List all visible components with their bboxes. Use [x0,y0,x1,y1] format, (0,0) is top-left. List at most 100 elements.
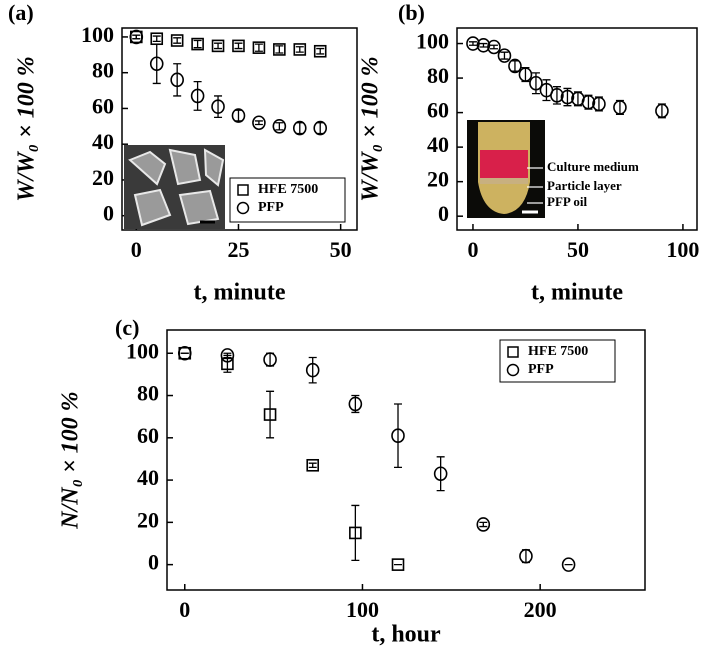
y-tick-label: 20 [137,507,159,532]
data-point [476,517,491,532]
error-bar [275,122,284,131]
y-axis-label: W/W₀ × 100 % [14,56,40,201]
legend-frame [229,177,346,223]
x-tick-label: 0 [131,237,142,262]
data-point [263,352,277,367]
y-tick-label: 100 [126,338,159,363]
y-tick-label: 20 [427,167,449,192]
data-point [508,58,522,74]
data-point [529,75,543,91]
legend-swatch [507,346,519,358]
plot-frame [456,27,698,231]
data-point [550,88,564,103]
error-bar [254,120,263,126]
data-point [561,557,576,572]
legend-label: PFP [258,200,284,215]
y-tick-label: 100 [416,29,449,54]
data-point [487,39,501,55]
error-bar [351,394,360,414]
y-tick-label: 100 [81,22,114,47]
data-point [305,362,320,378]
data-point [129,29,144,45]
y-tick-label: 0 [438,201,449,226]
error-bar [266,352,275,367]
legend-swatch [237,184,249,196]
error-bar [479,521,488,528]
data-point [391,558,405,571]
y-tick-label: 40 [427,132,449,157]
x-tick-label: 0 [179,597,190,622]
data-point [306,458,320,472]
error-bar [214,42,223,50]
x-axis-label: t, minute [531,280,623,306]
data-point [170,72,184,88]
data-point [211,39,225,53]
x-tick-label: 100 [346,597,379,622]
data-point [476,37,491,53]
x-tick-label: 200 [524,597,557,622]
y-tick-label: 40 [137,465,159,490]
data-point [252,41,266,54]
error-bar [152,43,161,85]
legend-swatch [236,201,250,215]
data-point [170,34,184,47]
error-bar [521,549,530,564]
x-tick-label: 25 [227,237,249,262]
error-bar [316,122,325,135]
y-axis-label: N/N₀ × 100 % [58,391,84,529]
plot-frame [166,329,646,591]
y-tick-label: 80 [92,58,114,83]
data-point [313,44,327,58]
data-point [191,37,204,51]
data-point [220,348,235,363]
error-bar [173,63,182,97]
data-point [177,345,192,361]
x-tick-label: 0 [467,237,478,262]
data-point [252,115,266,131]
legend-frame [499,339,616,383]
data-point [519,548,533,564]
y-tick-label: 0 [148,550,159,575]
error-bar [316,47,325,55]
y-tick-label: 60 [92,93,114,118]
error-bar [266,390,275,439]
y-tick-label: 60 [427,98,449,123]
data-point [581,94,596,110]
data-point [211,99,225,114]
data-point [313,120,328,136]
y-tick-label: 20 [92,165,114,190]
error-bar [295,46,304,53]
error-bar [500,51,509,60]
error-bar [510,60,519,72]
data-point [231,108,246,123]
data-point [349,526,362,540]
data-point [273,43,286,56]
y-tick-label: 80 [427,63,449,88]
data-point [232,39,245,53]
error-bar [394,403,403,469]
legend-swatch [506,363,520,377]
data-point [149,56,164,72]
error-bar [173,37,182,44]
error-bar [308,462,317,469]
y-tick-label: 80 [137,381,159,406]
error-bar [295,122,304,135]
data-point [391,428,405,443]
data-point [613,100,627,115]
x-tick-label: 100 [666,237,699,262]
panel-label: (c) [115,315,139,340]
error-bar [193,80,202,111]
data-point [655,103,669,119]
error-bar [468,41,477,46]
error-bar [479,42,488,48]
error-bar [275,45,284,54]
error-bar [489,44,498,50]
data-point [466,36,480,51]
plot-frame [121,27,358,231]
y-axis-label: W/W₀ × 100 % [358,56,384,201]
data-point [592,96,606,112]
data-point [190,88,205,104]
error-bar [234,109,243,122]
error-bar [132,34,141,40]
